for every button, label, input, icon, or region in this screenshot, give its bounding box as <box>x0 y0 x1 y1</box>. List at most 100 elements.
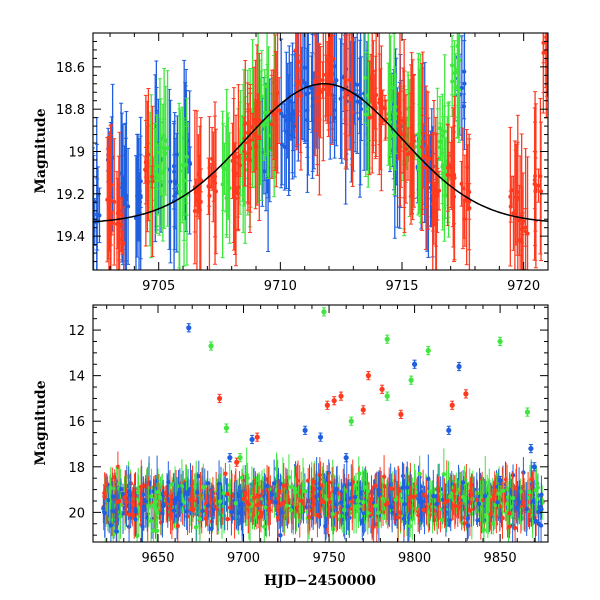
baseline-point <box>195 490 200 495</box>
model-curve <box>92 83 549 223</box>
baseline-point <box>298 506 303 511</box>
baseline-point <box>155 489 161 495</box>
x-tick-label: 9800 <box>398 551 431 566</box>
baseline-point <box>306 514 312 520</box>
red-data-point <box>445 95 457 263</box>
baseline-point <box>289 484 294 490</box>
red-data-point <box>463 389 469 399</box>
baseline-point <box>466 523 471 528</box>
red-data-point <box>377 33 388 192</box>
x-tick-label: 9710 <box>264 279 297 294</box>
red-data-point <box>192 109 204 270</box>
baseline-point <box>402 502 407 507</box>
baseline-point <box>151 528 156 533</box>
blue-data-point <box>497 475 503 486</box>
baseline-point <box>380 496 385 501</box>
baseline-point <box>276 504 281 509</box>
baseline-point <box>130 502 136 508</box>
baseline-point <box>276 489 282 494</box>
baseline-point <box>507 511 512 516</box>
baseline-point <box>408 495 413 500</box>
baseline-point <box>531 498 536 503</box>
baseline-point <box>527 489 532 495</box>
baseline-point <box>470 496 475 502</box>
baseline-point <box>114 529 119 534</box>
red-data-point <box>449 400 455 410</box>
baseline-point <box>495 499 500 505</box>
baseline-point <box>102 490 107 496</box>
blue-data-point <box>446 425 452 435</box>
baseline-point <box>323 524 328 529</box>
baseline-point <box>160 511 165 516</box>
baseline-point <box>140 524 145 529</box>
baseline-point <box>383 502 389 507</box>
baseline-point <box>460 494 466 500</box>
green-data-point <box>386 33 398 196</box>
baseline-point <box>529 476 535 482</box>
blue-data-point <box>279 38 292 196</box>
baseline-point <box>365 511 370 516</box>
baseline-point <box>342 507 347 512</box>
baseline-point <box>110 517 116 523</box>
baseline-point <box>462 521 467 526</box>
baseline-point <box>476 501 482 507</box>
zoom-panel-axes: 9705 9710 9715 9720 18.6 18.8 19 19.2 19.4 <box>56 32 549 294</box>
baseline-point <box>293 489 298 495</box>
baseline-point <box>214 506 220 512</box>
baseline-point <box>153 499 158 504</box>
baseline-point <box>431 493 436 499</box>
red-data-point <box>338 391 344 401</box>
baseline-point <box>205 503 211 508</box>
baseline-point <box>539 492 544 498</box>
green-data-point <box>321 307 327 317</box>
blue-data-point <box>343 453 349 463</box>
baseline-point <box>254 503 260 508</box>
baseline-point <box>205 480 210 486</box>
baseline-point <box>122 494 128 500</box>
red-data-point <box>360 405 366 415</box>
baseline-point <box>256 493 262 499</box>
red-data-point <box>367 33 379 176</box>
baseline-point <box>276 478 281 484</box>
y-tick-label: 18 <box>68 461 85 476</box>
baseline-point <box>201 484 206 490</box>
baseline-point <box>204 508 209 514</box>
baseline-point <box>434 501 440 507</box>
baseline-point <box>524 506 529 512</box>
green-data-point <box>497 336 503 347</box>
green-data-point <box>223 423 230 433</box>
green-data-point <box>220 89 232 259</box>
baseline-point <box>521 470 526 475</box>
baseline-point <box>209 526 214 532</box>
baseline-point <box>193 484 198 489</box>
baseline-point <box>303 488 308 494</box>
red-data-point <box>242 60 253 233</box>
red-data-point <box>254 432 260 442</box>
baseline-point <box>376 510 381 515</box>
green-data-point <box>147 94 160 259</box>
baseline-point <box>305 478 311 483</box>
baseline-point <box>411 494 417 500</box>
red-data-point <box>216 393 223 404</box>
baseline-point <box>146 504 151 509</box>
blue-data-point <box>317 432 324 442</box>
green-data-point <box>384 334 390 344</box>
baseline-point <box>517 499 522 505</box>
baseline-point <box>412 506 418 511</box>
baseline-point <box>200 508 205 514</box>
baseline-point <box>442 500 447 506</box>
baseline-point <box>438 492 443 497</box>
red-data-point <box>313 33 326 196</box>
baseline-point <box>407 523 413 529</box>
baseline-point <box>238 502 243 507</box>
y-tick-label: 18.8 <box>56 103 85 118</box>
baseline-point <box>258 514 264 519</box>
baseline-point <box>288 508 294 513</box>
baseline-point <box>111 509 117 514</box>
red-data-point <box>206 101 218 270</box>
green-data-point <box>384 391 390 401</box>
baseline-point <box>269 492 275 497</box>
baseline-point <box>169 482 175 487</box>
baseline-point <box>185 514 190 519</box>
baseline-point <box>102 510 107 516</box>
